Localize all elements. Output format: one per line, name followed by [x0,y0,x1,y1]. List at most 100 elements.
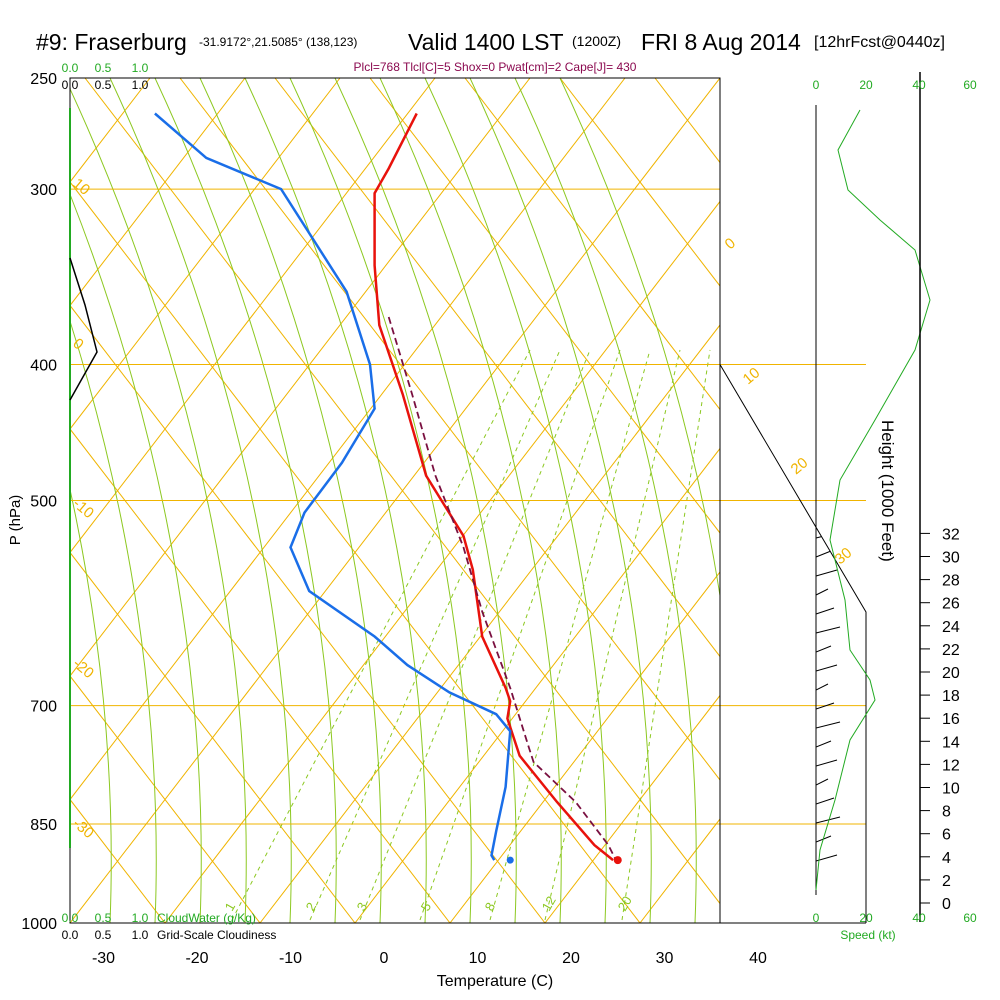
bottom-speed-tick: 60 [963,911,977,925]
wind-barb [815,303,829,311]
wind-barb [815,246,841,254]
pressure-tick-label: 1000 [21,916,57,933]
station-coords: -31.9172°,21.5085° (138,123) [199,35,357,49]
mixing-ratio-line [621,349,711,921]
wind-barb [815,151,841,159]
forecast-tag: [12hrFcst@0440z] [814,34,945,51]
wind-barb [815,759,838,767]
height-tick-label: 26 [942,596,960,613]
wind-region-edge [719,364,867,923]
isotherm-line [449,571,720,923]
bottom-cloudiness-tick: 1.0 [132,928,149,942]
top-speed-tick: 60 [963,78,977,92]
mixing-ratio-label: 2 [303,900,320,914]
bottom-cloudwater-tick: 0.5 [95,911,112,925]
wind-barb [815,626,841,634]
parcel-profile-line [387,316,617,861]
pressure-tick-label: 400 [30,357,57,374]
height-tick-label: 0 [942,896,951,913]
height-tick-label: 8 [942,804,951,821]
height-tick-label: 24 [942,619,960,636]
height-tick-label: 32 [942,526,960,543]
moist-adiabat [424,78,607,923]
top-cloudiness-tick: 0.0 [62,78,79,92]
isotherm-label: -10 [69,495,97,522]
bottom-speed-tick: 20 [859,911,873,925]
isotherm-label: 10 [740,364,764,388]
temperature-tick-label: -30 [92,950,115,967]
speed-axis-label: Speed (kt) [840,928,895,942]
top-cloudwater-tick: 0.5 [95,61,112,75]
moist-adiabat [70,319,157,923]
profile-layer [154,112,622,865]
top-speed-tick: 0 [813,78,820,92]
temperature-tick-label: 40 [749,950,767,967]
temperature-profile-line [373,112,614,862]
wind-barb [815,569,838,577]
moist-adiabat [289,78,472,923]
wind-barb [815,132,835,140]
height-tick-label: 10 [942,781,960,798]
wind-speed-line [815,109,931,891]
wind-barb [815,493,829,501]
temperature-tick-label: -20 [185,950,208,967]
wind-barb [815,740,832,748]
height-tick-label: 28 [942,573,960,590]
isotherm-label: 0 [722,235,739,253]
wind-barb [815,189,838,197]
height-axis-label: Height (1000 Feet) [878,420,897,562]
isotherm-label: 20 [788,454,812,478]
moist-adiabat [379,78,562,923]
wind-barb [815,607,835,615]
wind-barb [815,588,829,596]
top-speed-tick: 40 [912,78,926,92]
wind-barb [815,208,829,216]
mixing-ratio-line [544,349,681,921]
isotherm-label: 30 [832,544,856,568]
height-tick-label: 20 [942,665,960,682]
temperature-tick-label: 0 [380,950,389,967]
height-tick-label: 6 [942,827,951,844]
bottom-speed-tick: 40 [912,911,926,925]
mixing-ratio-label: 20 [615,893,635,913]
pressure-tick-label: 500 [30,494,57,511]
wind-barb [815,778,829,786]
isotherm-line [70,78,246,307]
pressure-axis-label: P (hPa) [7,495,24,546]
wind-barb [815,455,832,463]
pressure-tick-label: 250 [30,71,57,88]
mixing-ratio-label: 12 [539,893,559,913]
height-tick-label: 30 [942,550,960,567]
mixing-ratio-line [231,349,531,921]
wind-barb [815,341,841,349]
mixing-ratio-line [309,349,561,921]
bottom-cloudiness-tick: 0.0 [62,928,79,942]
height-tick-label: 18 [942,688,960,705]
moist-adiabat [199,78,382,923]
grid-layer [69,72,1000,924]
wind-barb [815,683,829,691]
moist-adiabat [70,487,112,923]
wind-barb [815,816,841,824]
pressure-tick-label: 700 [30,699,57,716]
isotherm-line [544,694,720,923]
wind-barb [815,284,838,292]
wind-barb [815,379,838,387]
bottom-cloudiness-tick: 0.5 [95,928,112,942]
wind-barb [815,113,829,121]
mixing-ratio-line [489,349,651,921]
isotherm-line [925,78,1000,923]
adiabat-line [464,78,720,411]
pressure-tick-label: 850 [30,817,57,834]
isotherm-label: -20 [69,655,97,682]
bottom-cloudwater-tick: CloudWater (g/Kg) [157,911,256,925]
adiabat-line [559,78,720,287]
moist-adiabat [514,78,697,923]
valid-date: FRI 8 Aug 2014 [641,29,801,55]
surface-dewpoint-dot [506,856,514,864]
isotherm-label: -30 [69,815,97,842]
height-tick-label: 14 [942,734,960,751]
moist-adiabat [334,78,517,923]
dewpoint-profile-line [154,112,512,861]
wind-barb [815,797,835,805]
